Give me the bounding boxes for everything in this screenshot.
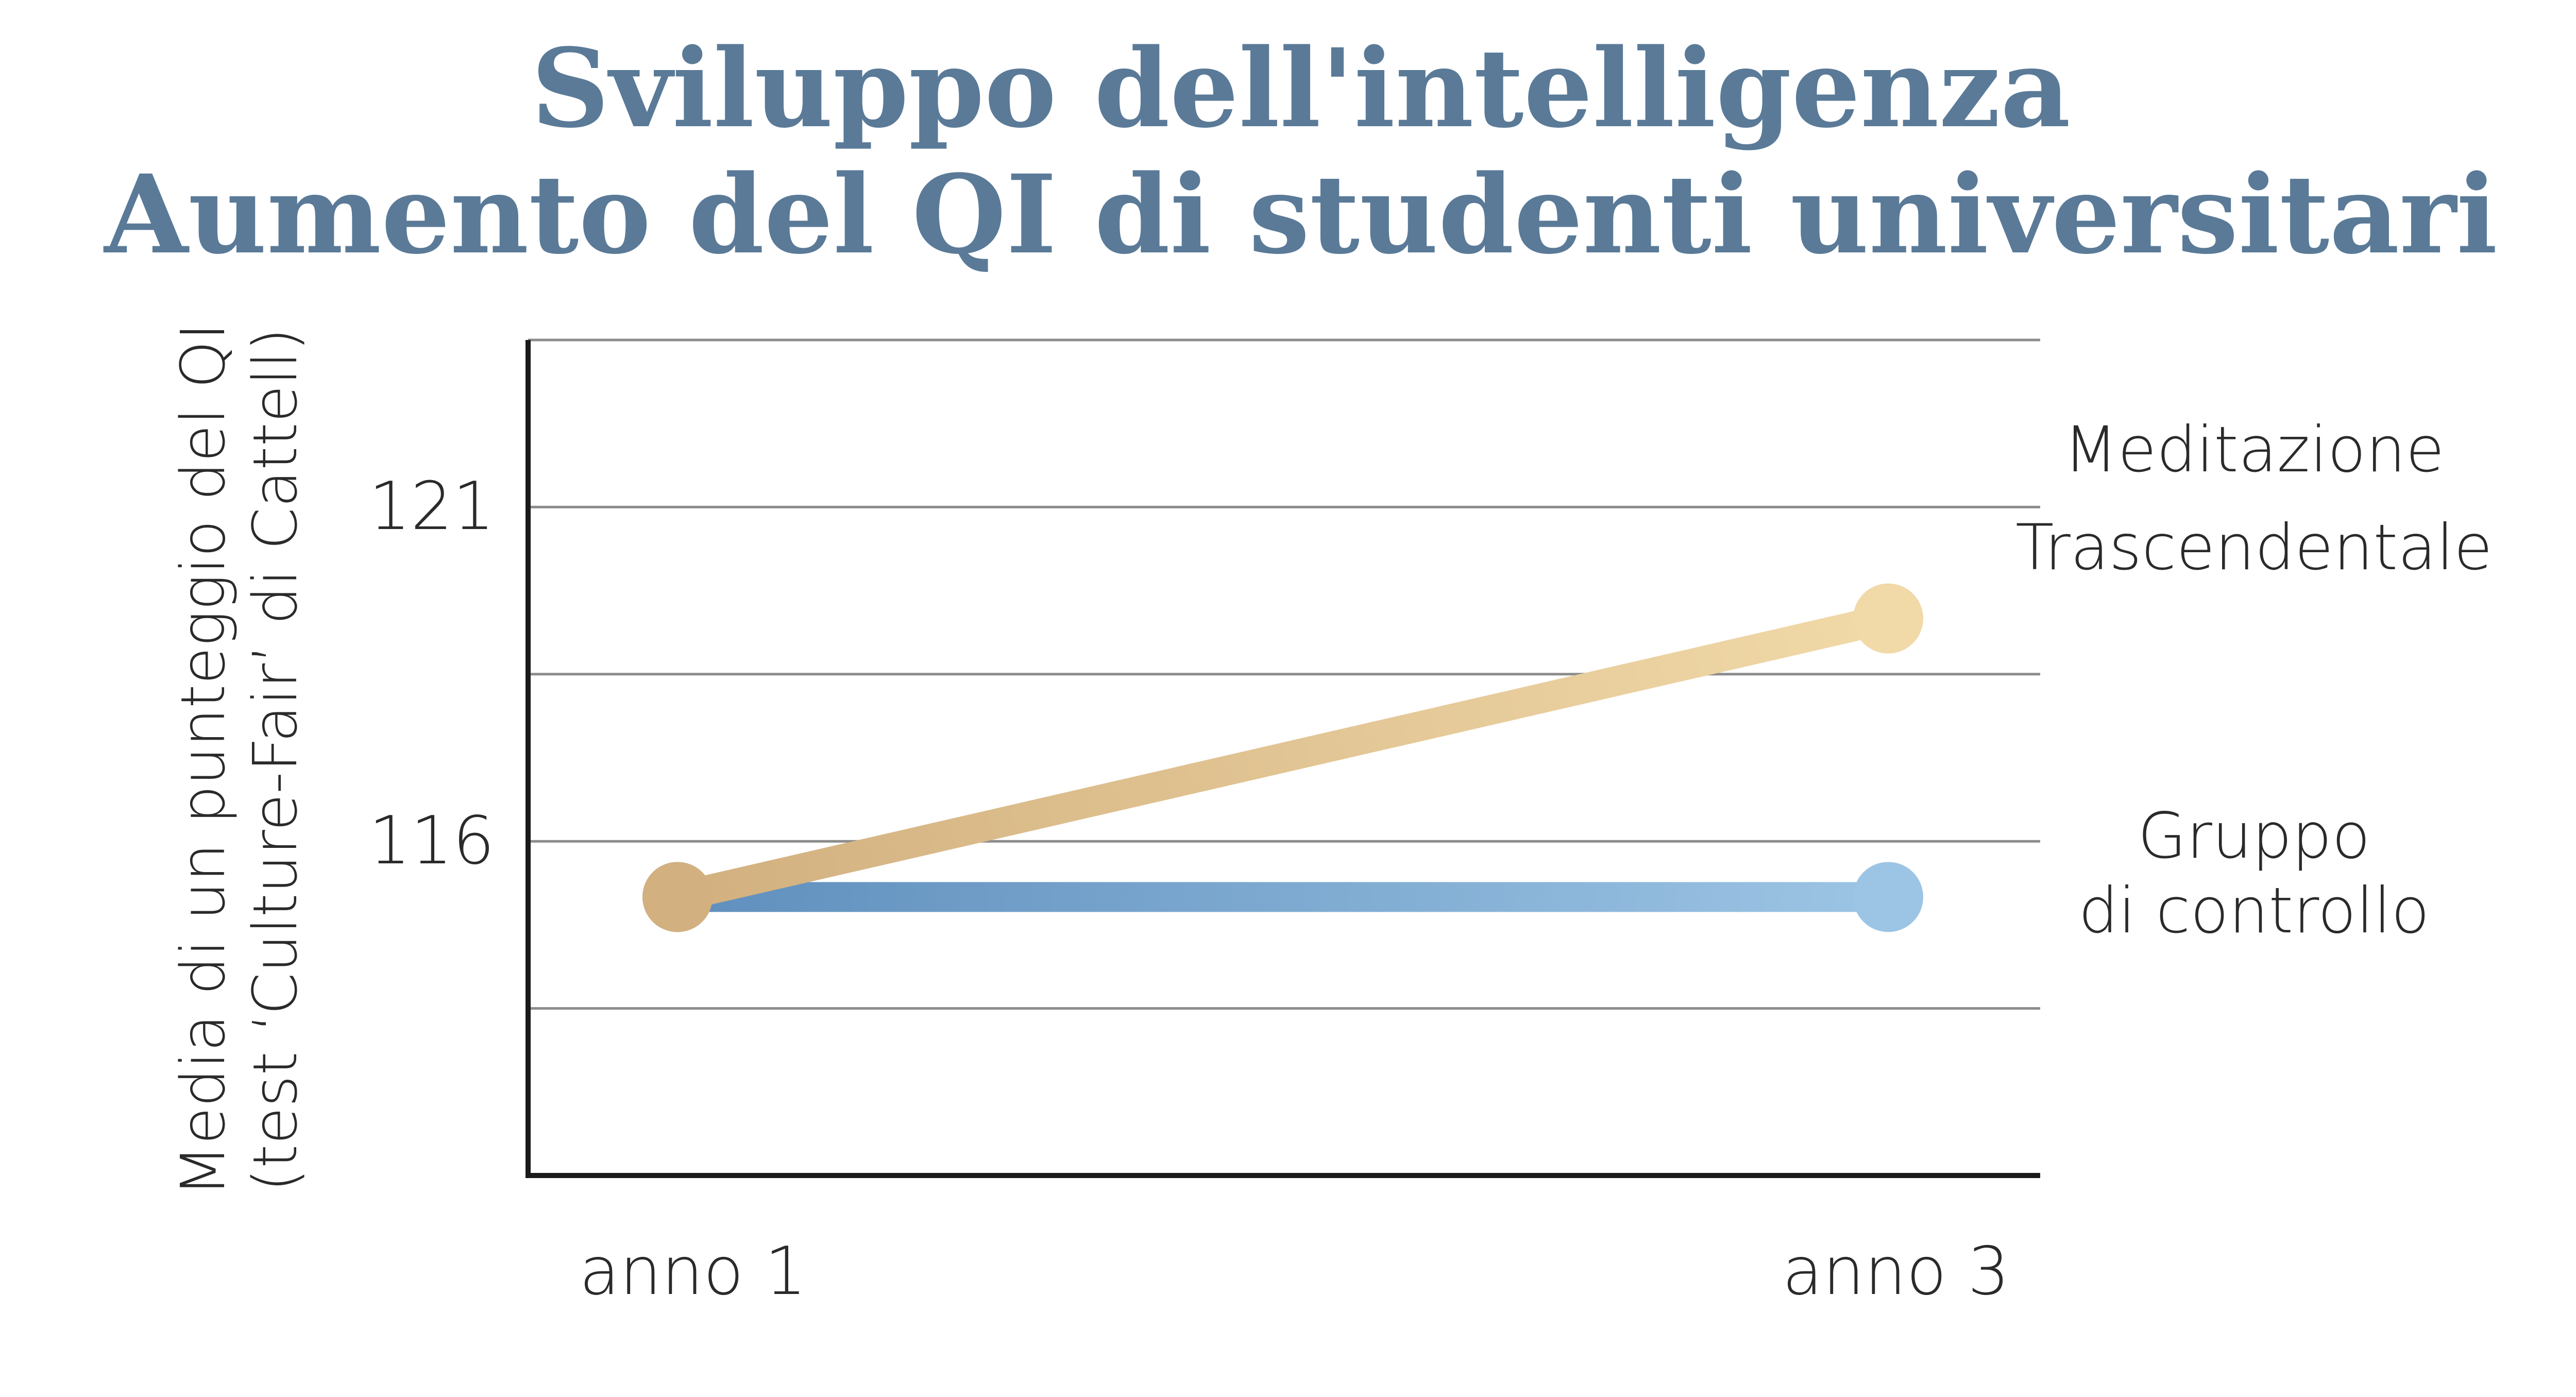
y-tick-label-116: 116	[369, 803, 495, 879]
chart-title-line1: Sviluppo dell'intelligenza	[531, 25, 2071, 152]
series-meditazione-trascendentale	[642, 583, 1923, 932]
series-line-meditazione	[663, 603, 1903, 912]
y-axis-label-line2: (test ‘Culture-Fair’ di Cattell)	[240, 328, 311, 1192]
x-tick-label-anno-1: anno 1	[579, 1233, 806, 1310]
series-label-gruppo: Gruppo	[2138, 799, 2370, 873]
data-point-meditazione-anno-1	[642, 862, 713, 932]
chart-title-line2: Aumento del QI di studenti universitari	[103, 151, 2497, 278]
y-axis-label: Media di un punteggio del QI (test ‘Cult…	[167, 322, 311, 1197]
data-point-controllo-anno-3	[1853, 862, 1923, 932]
series-label-trascendentale: Trascendentale	[2015, 511, 2493, 584]
gridlines	[528, 338, 2040, 1010]
x-tick-label-anno-3: anno 3	[1782, 1233, 2009, 1310]
series-label-meditazione: Meditazione	[2063, 413, 2444, 486]
y-tick-label-121: 121	[369, 468, 495, 545]
y-axis-label-line1: Media di un punteggio del QI	[167, 322, 239, 1197]
series-label-di-controllo: di controllo	[2078, 874, 2430, 947]
data-point-meditazione-anno-3	[1853, 583, 1923, 654]
